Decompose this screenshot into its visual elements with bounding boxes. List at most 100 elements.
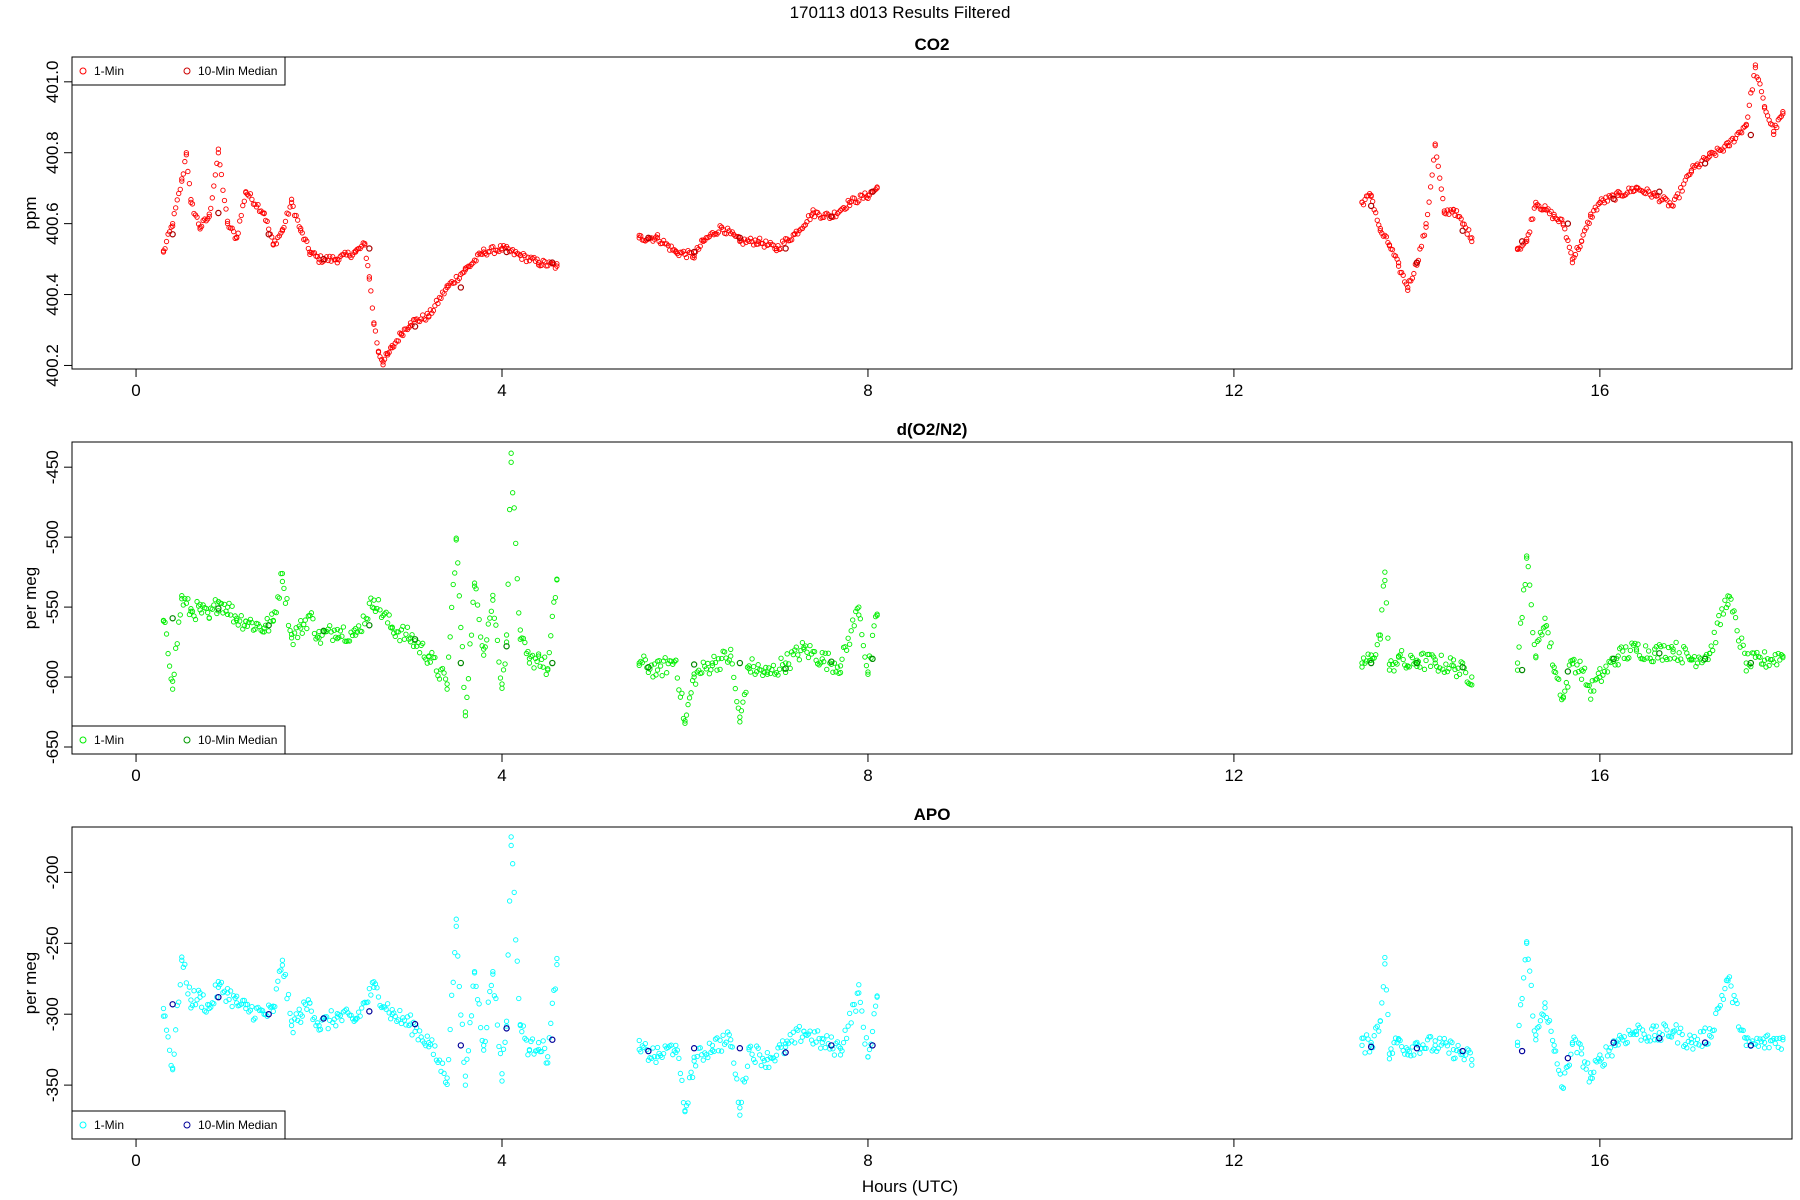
data-point: [208, 205, 214, 212]
data-point: [822, 650, 828, 656]
data-point: [1421, 1045, 1428, 1052]
data-point: [366, 274, 372, 280]
data-point: [845, 635, 851, 641]
data-point: [429, 649, 435, 656]
data-point: [310, 616, 316, 622]
data-point: [317, 1026, 324, 1033]
data-point: [708, 667, 714, 673]
data-point: [1403, 281, 1409, 287]
data-point: [763, 664, 769, 671]
plot-frame: [71, 441, 1793, 755]
data-point: [1691, 1033, 1698, 1040]
data-point: [1360, 655, 1367, 661]
data-point: [209, 195, 215, 201]
data-point: [467, 641, 473, 647]
data-point: [459, 644, 466, 650]
data-point: [1751, 72, 1757, 79]
data-point: [180, 964, 186, 970]
data-point: [302, 617, 308, 623]
data-point: [1463, 669, 1469, 676]
data-point: [653, 672, 659, 678]
data-points: [160, 834, 1786, 1118]
data-point: [552, 986, 559, 992]
data-point: [200, 602, 206, 608]
data-point: [728, 646, 734, 653]
data-point: [291, 630, 298, 636]
data-point: [272, 1003, 278, 1010]
data-point: [173, 205, 179, 211]
median-point: [1518, 666, 1526, 674]
data-point: [203, 1009, 209, 1015]
data-point: [1522, 581, 1528, 588]
data-point: [1760, 95, 1766, 101]
data-point: [493, 995, 499, 1002]
data-point: [374, 340, 380, 346]
data-point: [1530, 629, 1536, 636]
median-point: [457, 1042, 465, 1049]
data-point: [758, 1062, 764, 1069]
data-point: [194, 598, 200, 605]
data-point: [244, 191, 251, 197]
data-point: [1527, 582, 1533, 588]
data-point: [490, 592, 496, 599]
data-point: [720, 1032, 726, 1038]
data-point: [304, 625, 310, 632]
y-tick-label: 401.0: [43, 61, 62, 104]
data-point: [1623, 644, 1629, 650]
data-point: [301, 621, 307, 628]
median-point: [1656, 188, 1663, 195]
data-point: [804, 1032, 810, 1039]
median-point: [411, 323, 419, 330]
data-point: [801, 646, 807, 652]
y-tick-label: 400.6: [43, 202, 62, 245]
data-point: [220, 187, 226, 193]
data-point: [1383, 600, 1390, 606]
data-point: [1594, 207, 1600, 213]
data-point: [837, 207, 844, 213]
x-axis: 0 4 8 12 16: [131, 753, 1609, 785]
data-point: [359, 628, 365, 635]
legend-marker: [183, 1121, 191, 1129]
data-point: [856, 198, 862, 204]
data-point: [258, 627, 264, 634]
data-point: [162, 619, 168, 626]
data-point: [383, 1006, 389, 1012]
data-point: [740, 699, 746, 705]
data-point: [1685, 654, 1691, 660]
data-point: [1583, 225, 1589, 231]
median-point: [1459, 664, 1466, 671]
data-point: [1545, 630, 1551, 636]
x-tick-label: 4: [497, 381, 506, 400]
x-axis-label: Hours (UTC): [862, 1177, 958, 1196]
median-point: [1747, 659, 1755, 667]
data-point: [461, 1059, 467, 1065]
median-point: [1701, 160, 1709, 167]
data-point: [1537, 1018, 1544, 1024]
data-point: [1370, 1044, 1376, 1051]
data-point: [1778, 113, 1784, 119]
data-point: [1578, 1045, 1585, 1051]
data-point: [1426, 199, 1432, 205]
data-point: [693, 1063, 699, 1069]
data-point: [793, 228, 799, 234]
data-point: [671, 659, 677, 665]
data-point: [534, 256, 540, 262]
data-point: [535, 651, 542, 657]
data-point: [636, 1037, 642, 1044]
data-point: [821, 1036, 827, 1042]
median-point: [169, 1001, 176, 1008]
data-point: [1383, 987, 1390, 993]
data-point: [1469, 1062, 1475, 1068]
data-point: [290, 1029, 296, 1036]
data-point: [441, 1070, 447, 1076]
data-point: [1624, 1039, 1630, 1046]
data-point: [551, 987, 557, 993]
data-point: [697, 1045, 703, 1051]
data-point: [769, 667, 775, 673]
data-point: [1366, 1049, 1373, 1055]
data-point: [1761, 1045, 1768, 1051]
data-point: [299, 1013, 305, 1019]
data-point: [1379, 607, 1385, 613]
data-point: [470, 983, 476, 989]
data-point: [799, 1034, 806, 1040]
